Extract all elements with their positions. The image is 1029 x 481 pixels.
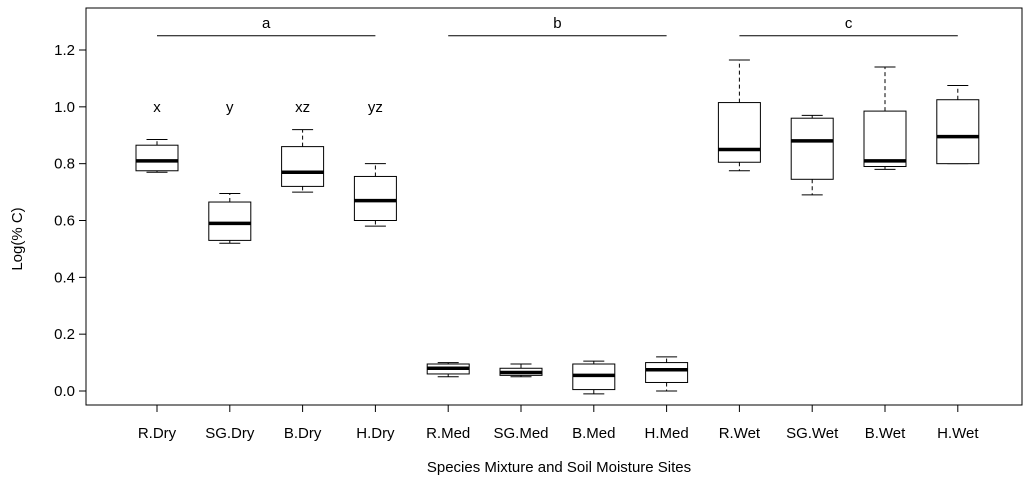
- y-tick-label: 1.0: [54, 99, 75, 116]
- box-H.Wet: [936, 85, 980, 165]
- box-iqr: [790, 117, 834, 180]
- group-bracket-label: a: [262, 15, 271, 32]
- y-tick-label: 0.6: [54, 213, 75, 230]
- y-axis-title: Log(% C): [9, 207, 26, 270]
- box-B.Dry: [281, 129, 325, 193]
- plot-border: [85, 7, 1023, 406]
- group-bracket-label: c: [845, 15, 853, 32]
- box-iqr: [863, 110, 907, 168]
- box-SG.Dry: [208, 193, 252, 244]
- significance-letter: xz: [295, 99, 310, 116]
- box-H.Dry: [353, 163, 397, 227]
- boxes: [135, 59, 980, 395]
- box-B.Wet: [863, 66, 907, 170]
- box-R.Dry: [135, 139, 179, 173]
- box-H.Med: [645, 356, 689, 392]
- significance-letter: x: [153, 99, 161, 116]
- x-tick-label: R.Dry: [138, 425, 177, 442]
- x-axis-title: Species Mixture and Soil Moisture Sites: [427, 459, 691, 476]
- box-R.Wet: [717, 59, 761, 172]
- box-R.Med: [426, 362, 470, 378]
- plot-frame: [85, 7, 1023, 406]
- box-B.Med: [572, 360, 616, 395]
- x-tick-label: SG.Med: [493, 425, 548, 442]
- x-axis: R.Dry SG.Dry B.Dry H.Dry R.Med SG.Med B.Med H.M…: [138, 405, 979, 442]
- box-SG.Wet: [790, 114, 834, 196]
- group-brackets: a b c: [157, 15, 958, 37]
- x-tick-label: B.Med: [572, 425, 615, 442]
- x-tick-label: R.Med: [426, 425, 470, 442]
- box-iqr: [208, 201, 252, 241]
- box-iqr: [353, 175, 397, 221]
- significance-letters: x y xz yz: [153, 99, 383, 116]
- box-iqr: [645, 362, 689, 383]
- y-tick-label: 0.4: [54, 269, 75, 286]
- x-tick-label: SG.Wet: [786, 425, 839, 442]
- box-iqr: [717, 102, 761, 163]
- box-iqr: [281, 146, 325, 187]
- x-tick-label: H.Dry: [356, 425, 395, 442]
- significance-letter: y: [226, 99, 234, 116]
- y-axis: 0.0 0.2 0.4 0.6 0.8 1.0 1.2: [54, 42, 86, 400]
- y-tick-label: 0.2: [54, 326, 75, 343]
- x-tick-label: H.Wet: [937, 425, 979, 442]
- x-tick-label: H.Med: [645, 425, 689, 442]
- x-tick-label: B.Dry: [284, 425, 322, 442]
- box-iqr: [135, 144, 179, 172]
- box-iqr: [936, 99, 980, 165]
- y-tick-label: 1.2: [54, 42, 75, 59]
- significance-letter: yz: [368, 99, 383, 116]
- x-tick-label: SG.Dry: [205, 425, 255, 442]
- y-tick-label: 0.0: [54, 383, 75, 400]
- x-tick-label: R.Wet: [719, 425, 761, 442]
- group-bracket-label: b: [553, 15, 561, 32]
- y-tick-label: 0.8: [54, 156, 75, 173]
- box-SG.Med: [499, 363, 543, 378]
- x-tick-label: B.Wet: [865, 425, 906, 442]
